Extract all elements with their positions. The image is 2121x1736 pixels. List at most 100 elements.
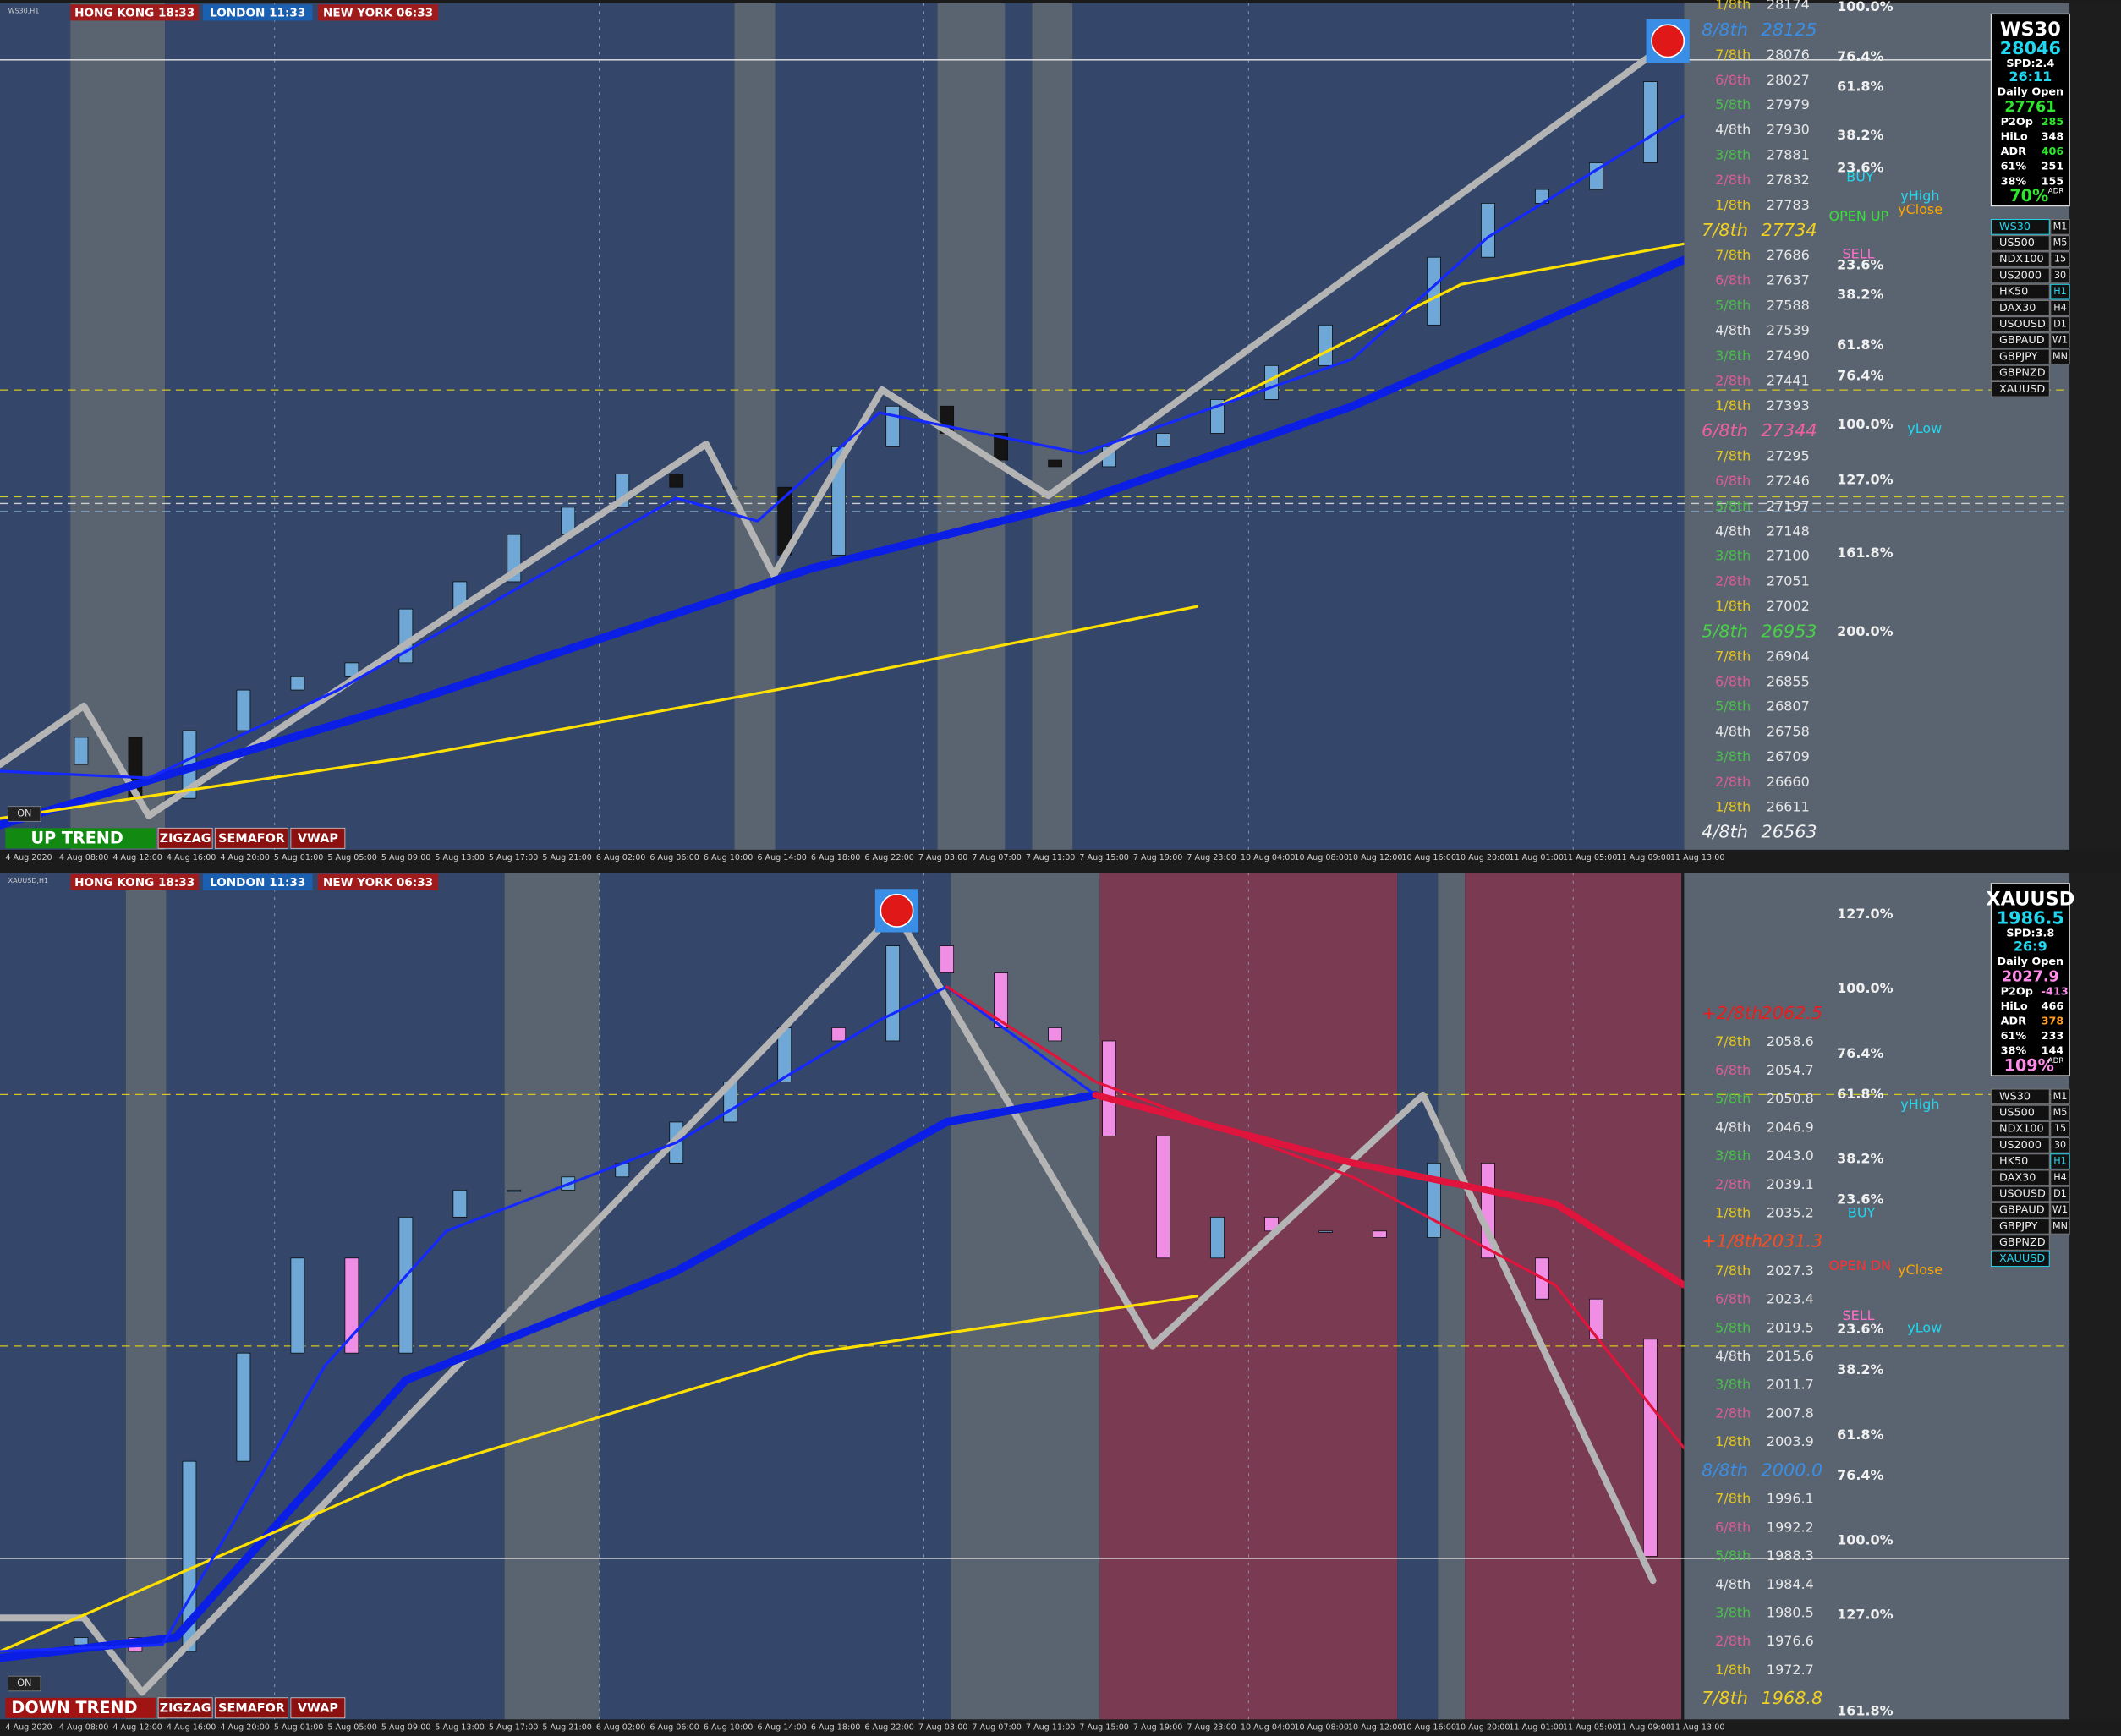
- timeframe-button[interactable]: [2050, 1218, 2070, 1235]
- symbol-button[interactable]: [1990, 1153, 2050, 1169]
- timeframe-label[interactable]: H4: [2053, 302, 2067, 313]
- symbol-name[interactable]: WS30: [1999, 221, 2031, 233]
- symbol-name[interactable]: US500: [1999, 1107, 2035, 1120]
- tool-button[interactable]: [157, 1697, 213, 1719]
- symbol-button[interactable]: [1990, 1169, 2050, 1186]
- toggle-label[interactable]: ON: [17, 1678, 31, 1689]
- timeframe-label[interactable]: D1: [2053, 319, 2067, 330]
- symbol-button[interactable]: [1990, 332, 2050, 348]
- symbol-button[interactable]: [1990, 235, 2050, 251]
- timeframe-label[interactable]: M5: [2053, 238, 2068, 249]
- tool-button-label[interactable]: ZIGZAG: [160, 1702, 211, 1716]
- timeframe-button[interactable]: [2050, 1120, 2070, 1137]
- timeframe-label[interactable]: MN: [2052, 351, 2068, 362]
- symbol-name[interactable]: HK50: [1999, 286, 2028, 298]
- timeframe-button[interactable]: [2050, 348, 2070, 365]
- timeframe-button[interactable]: [2050, 316, 2070, 332]
- timeframe-button[interactable]: [2050, 300, 2070, 316]
- symbol-button[interactable]: [1990, 267, 2050, 284]
- symbol-button[interactable]: [1990, 364, 2050, 381]
- symbol-button[interactable]: [1990, 348, 2050, 365]
- symbol-button[interactable]: [1990, 381, 2050, 397]
- symbol-name[interactable]: US500: [1999, 237, 2035, 249]
- tool-button[interactable]: [214, 1697, 289, 1719]
- tool-button-label[interactable]: SEMAFOR: [218, 832, 285, 846]
- timeframe-label[interactable]: D1: [2053, 1188, 2067, 1199]
- symbol-name[interactable]: GBPNZD: [1999, 367, 2046, 380]
- symbol-button[interactable]: [1990, 316, 2050, 332]
- symbol-name[interactable]: NDX100: [1999, 253, 2044, 266]
- symbol-name[interactable]: USOUSD: [1999, 318, 2046, 331]
- timeframe-label[interactable]: W1: [2052, 335, 2068, 346]
- tool-button-label[interactable]: ZIGZAG: [160, 832, 211, 846]
- timeframe-button[interactable]: [2050, 1104, 2070, 1121]
- level-value: 2062.5: [1762, 1003, 1823, 1023]
- timeframe-button[interactable]: [2050, 332, 2070, 348]
- toggle-box[interactable]: [8, 1675, 41, 1692]
- timeframe-label[interactable]: H4: [2053, 1172, 2067, 1183]
- timeframe-label[interactable]: 30: [2054, 1139, 2066, 1150]
- timeframe-label[interactable]: M1: [2053, 1091, 2068, 1102]
- timeframe-button[interactable]: [2050, 251, 2070, 268]
- symbol-button[interactable]: [1990, 300, 2050, 316]
- symbol-name[interactable]: DAX30: [1999, 1171, 2036, 1184]
- timeframe-button[interactable]: [2050, 235, 2070, 251]
- symbol-button[interactable]: [1990, 1120, 2050, 1137]
- timeframe-button[interactable]: [2050, 1186, 2070, 1202]
- timeframe-label[interactable]: 30: [2054, 270, 2066, 281]
- symbol-name[interactable]: USOUSD: [1999, 1187, 2046, 1200]
- tool-button-label[interactable]: VWAP: [298, 832, 338, 846]
- symbol-button[interactable]: [1990, 1251, 2050, 1268]
- symbol-button[interactable]: [1990, 219, 2050, 235]
- symbol-name[interactable]: HK50: [1999, 1155, 2028, 1168]
- level-label: 7/8th: [1715, 1491, 1751, 1507]
- symbol-button[interactable]: [1990, 1104, 2050, 1121]
- symbol-button[interactable]: [1990, 1137, 2050, 1153]
- symbol-button[interactable]: [1990, 1218, 2050, 1235]
- symbol-name[interactable]: XAUUSD: [1999, 383, 2045, 396]
- symbol-name[interactable]: GBPJPY: [1999, 1220, 2038, 1233]
- timeframe-button[interactable]: [2050, 1137, 2070, 1153]
- toggle-box[interactable]: [8, 806, 41, 822]
- timeframe-button[interactable]: [2050, 219, 2070, 235]
- symbol-name[interactable]: GBPAUD: [1999, 334, 2045, 347]
- timeframe-button[interactable]: [2050, 1088, 2070, 1105]
- timeframe-button[interactable]: [2050, 267, 2070, 284]
- tool-button-label[interactable]: VWAP: [298, 1702, 338, 1716]
- symbol-name[interactable]: DAX30: [1999, 302, 2036, 315]
- timeframe-label[interactable]: H1: [2053, 1156, 2067, 1167]
- timeframe-label[interactable]: MN: [2052, 1220, 2068, 1231]
- symbol-name[interactable]: NDX100: [1999, 1123, 2044, 1136]
- timeframe-label[interactable]: H1: [2053, 286, 2067, 297]
- timeframe-button[interactable]: [2050, 1153, 2070, 1169]
- session-band: [951, 873, 1100, 1720]
- symbol-button[interactable]: [1990, 1235, 2050, 1251]
- timeframe-label[interactable]: M1: [2053, 221, 2068, 232]
- symbol-button[interactable]: [1990, 251, 2050, 268]
- symbol-name[interactable]: WS30: [1999, 1090, 2031, 1103]
- tool-button[interactable]: [290, 827, 346, 849]
- symbol-name[interactable]: XAUUSD: [1999, 1252, 2045, 1265]
- symbol-button[interactable]: [1990, 283, 2050, 300]
- timeframe-button[interactable]: [2050, 1202, 2070, 1218]
- timeframe-label[interactable]: 15: [2054, 254, 2066, 265]
- symbol-name[interactable]: GBPJPY: [1999, 350, 2038, 363]
- symbol-button[interactable]: [1990, 1088, 2050, 1105]
- timeframe-button[interactable]: [2050, 283, 2070, 300]
- timeframe-button[interactable]: [2050, 1169, 2070, 1186]
- toggle-label[interactable]: ON: [17, 808, 31, 819]
- tool-button-label[interactable]: SEMAFOR: [218, 1702, 285, 1716]
- symbol-button[interactable]: [1990, 1186, 2050, 1202]
- timeframe-label[interactable]: 15: [2054, 1123, 2066, 1134]
- tool-button[interactable]: [214, 827, 289, 849]
- tool-button[interactable]: [157, 827, 213, 849]
- symbol-name[interactable]: GBPAUD: [1999, 1204, 2045, 1217]
- symbol-name[interactable]: US2000: [1999, 269, 2042, 282]
- symbol-name[interactable]: GBPNZD: [1999, 1236, 2046, 1249]
- timeframe-label[interactable]: M5: [2053, 1107, 2068, 1118]
- tool-button[interactable]: [290, 1697, 346, 1719]
- symbol-name[interactable]: US2000: [1999, 1139, 2042, 1152]
- symbol-button[interactable]: [1990, 1202, 2050, 1218]
- timeframe-label[interactable]: W1: [2052, 1204, 2068, 1215]
- fib-label: 76.4%: [1837, 368, 1883, 384]
